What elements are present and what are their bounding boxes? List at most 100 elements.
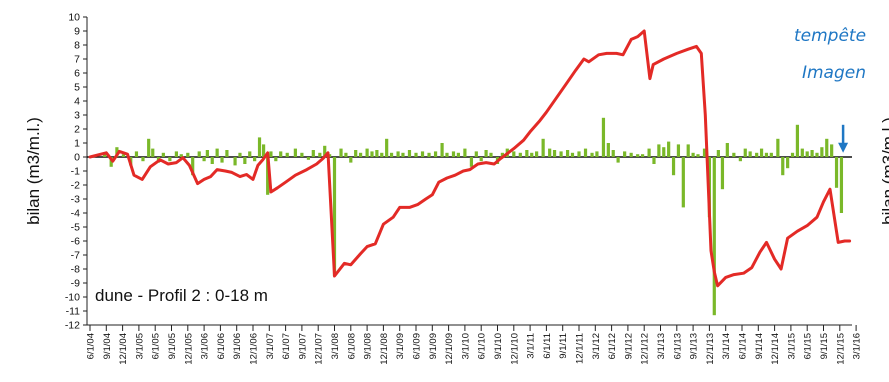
bar	[805, 151, 809, 157]
clipped-y-axis-label: bilan (m3/m.l.)	[879, 117, 889, 225]
bar	[825, 138, 829, 157]
bar	[451, 151, 456, 157]
bar	[764, 152, 769, 157]
x-tick-label: 3/1/08	[330, 333, 341, 359]
bar	[541, 138, 545, 157]
x-tick-label: 3/1/09	[395, 333, 406, 359]
bar	[623, 151, 627, 157]
y-axis-label: bilan (m3/m.l.)	[24, 117, 43, 225]
bar	[474, 151, 478, 157]
bar	[681, 157, 685, 208]
x-tick-label: 9/1/09	[428, 333, 439, 359]
bar	[174, 151, 178, 157]
bar	[179, 154, 183, 157]
x-tick-label: 3/1/06	[200, 333, 211, 359]
x-tick-label: 3/1/16	[852, 333, 863, 359]
x-tick-label: 6/1/11	[542, 333, 553, 359]
bar	[293, 148, 297, 157]
bar	[311, 150, 315, 157]
x-tick-label: 3/1/11	[526, 333, 537, 359]
bar	[445, 152, 449, 157]
bar	[115, 147, 119, 157]
bar	[243, 157, 247, 164]
bar	[500, 152, 504, 157]
bar	[420, 151, 425, 157]
bar	[332, 157, 337, 276]
x-tick-label: 12/1/05	[183, 333, 194, 365]
bar	[781, 157, 785, 176]
x-tick-label: 12/1/08	[379, 333, 390, 365]
bar	[323, 145, 327, 157]
y-tick-label: 2	[74, 124, 80, 136]
bar	[248, 151, 252, 157]
bar	[640, 154, 645, 157]
x-tick-label: 3/1/14	[721, 333, 732, 359]
bar	[121, 154, 126, 157]
bar	[380, 152, 384, 157]
bar	[590, 152, 594, 157]
x-tick-label: 6/1/04	[86, 333, 97, 359]
y-tick-label: 6	[74, 68, 80, 80]
bar	[306, 157, 311, 160]
bar	[686, 144, 690, 157]
x-tick-label: 6/1/10	[477, 333, 488, 359]
bar	[375, 150, 379, 157]
bar	[595, 151, 599, 157]
bar	[795, 124, 800, 157]
bar	[261, 144, 266, 157]
bar	[349, 157, 353, 163]
red-line-series	[88, 29, 852, 288]
x-tick-label: 12/1/11	[575, 333, 586, 364]
bar	[285, 152, 289, 157]
bar	[738, 157, 742, 162]
x-tick-label: 9/1/12	[623, 333, 634, 359]
bar	[512, 151, 516, 157]
bar	[732, 152, 736, 157]
bar	[616, 157, 620, 163]
y-tick-label: 7	[74, 54, 80, 66]
bar	[636, 154, 640, 157]
x-tick-label: 6/1/09	[412, 333, 423, 359]
storm-arrow-head	[838, 142, 849, 153]
x-tick-label: 12/1/10	[509, 333, 520, 365]
bar	[570, 152, 575, 157]
bar	[385, 138, 389, 157]
x-tick-label: 9/1/04	[102, 333, 113, 359]
x-tick-label: 9/1/15	[819, 333, 830, 359]
bar	[274, 157, 278, 162]
y-tick-label: -10	[65, 292, 80, 304]
bar	[691, 152, 695, 157]
bar	[820, 147, 824, 157]
bar	[652, 157, 656, 164]
x-tick-label: 12/1/13	[705, 333, 716, 365]
bar	[463, 148, 467, 157]
chart-grid: 109876543210-1-2-3-4-5-6-7-8-9-10-11-126…	[65, 12, 863, 365]
bar	[238, 152, 242, 157]
bar	[134, 151, 139, 157]
y-tick-label: -1	[71, 166, 80, 178]
x-tick-label: 12/1/14	[770, 333, 781, 365]
bar	[168, 157, 172, 162]
x-tick-label: 9/1/10	[493, 333, 504, 359]
bar	[215, 148, 219, 157]
bar	[339, 148, 343, 157]
bar	[197, 151, 201, 157]
y-tick-label: -5	[71, 222, 80, 234]
bar	[776, 138, 780, 157]
y-tick-label: -4	[71, 208, 80, 220]
bar	[279, 151, 283, 157]
x-tick-label: 9/1/07	[297, 333, 308, 359]
bar	[266, 157, 270, 195]
x-tick-label: 12/1/12	[640, 333, 651, 365]
bar	[712, 157, 716, 316]
storm-annotation: tempête Imagen	[794, 26, 866, 153]
bar	[440, 143, 444, 157]
bar	[141, 157, 145, 162]
bar	[253, 157, 257, 162]
balance-line	[88, 29, 852, 288]
x-tick-label: 9/1/11	[558, 333, 569, 359]
y-tick-label: 10	[68, 12, 80, 24]
bar	[354, 150, 358, 157]
bar	[629, 152, 633, 157]
